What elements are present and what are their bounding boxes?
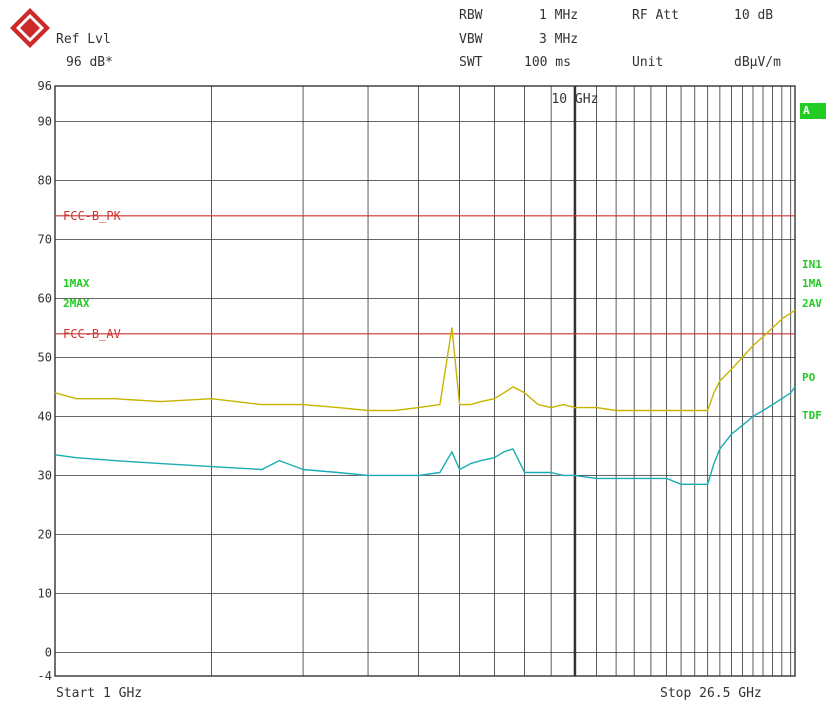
y-tick-label: 50 xyxy=(38,350,52,364)
y-tick-label: 90 xyxy=(38,114,52,128)
rf-att-value: 10 dB xyxy=(734,8,774,23)
swt-value: 100 ms xyxy=(524,55,571,70)
ref-lvl-label: Ref Lvl xyxy=(56,32,111,47)
y-tick-label: 80 xyxy=(38,173,52,187)
trace-a-indicator: A xyxy=(800,103,826,119)
unit-label: Unit xyxy=(632,55,664,70)
y-tick-label: -4 xyxy=(38,669,52,683)
rbw-label: RBW xyxy=(459,8,483,23)
plot-frame xyxy=(54,85,796,677)
stop-frequency: Stop 26.5 GHz xyxy=(660,686,762,701)
rbw-value: 1 MHz xyxy=(539,8,579,23)
y-tick-label: 96 xyxy=(38,79,52,93)
side-label-po: PO xyxy=(802,371,816,384)
unit-value: dBµV/m xyxy=(734,55,781,70)
side-label-in1: IN1 xyxy=(802,258,822,271)
rf-att-label: RF Att xyxy=(632,8,679,23)
logo-diamond xyxy=(10,8,50,48)
trace-label-1max: 1MAX xyxy=(63,277,90,290)
swt-label: SWT xyxy=(459,55,483,70)
y-tick-label: 60 xyxy=(38,291,52,305)
start-frequency: Start 1 GHz xyxy=(56,686,143,701)
vbw-label: VBW xyxy=(459,32,483,47)
y-tick-label: 70 xyxy=(38,232,52,246)
trace-2max xyxy=(54,386,796,485)
side-label-tdf: TDF xyxy=(802,409,822,422)
side-label-2av: 2AV xyxy=(802,297,822,310)
decade-marker-label: 10 GHz xyxy=(551,92,598,107)
side-label-1ma: 1MA xyxy=(802,277,822,290)
y-tick-label: 30 xyxy=(38,468,52,482)
y-tick-label: 10 xyxy=(38,586,52,600)
ref-lvl-value: 96 dB* xyxy=(66,55,113,70)
brand-logo xyxy=(10,8,50,48)
limit-label-average: FCC-B_AV xyxy=(63,327,121,341)
y-tick-label: 40 xyxy=(38,409,52,423)
trace-1max xyxy=(54,309,796,412)
trace-label-2max: 2MAX xyxy=(63,297,90,310)
y-tick-label: 20 xyxy=(38,527,52,541)
y-tick-label: 0 xyxy=(45,645,52,659)
vbw-value: 3 MHz xyxy=(539,32,579,47)
limit-label-peak: FCC-B_PK xyxy=(63,209,122,223)
